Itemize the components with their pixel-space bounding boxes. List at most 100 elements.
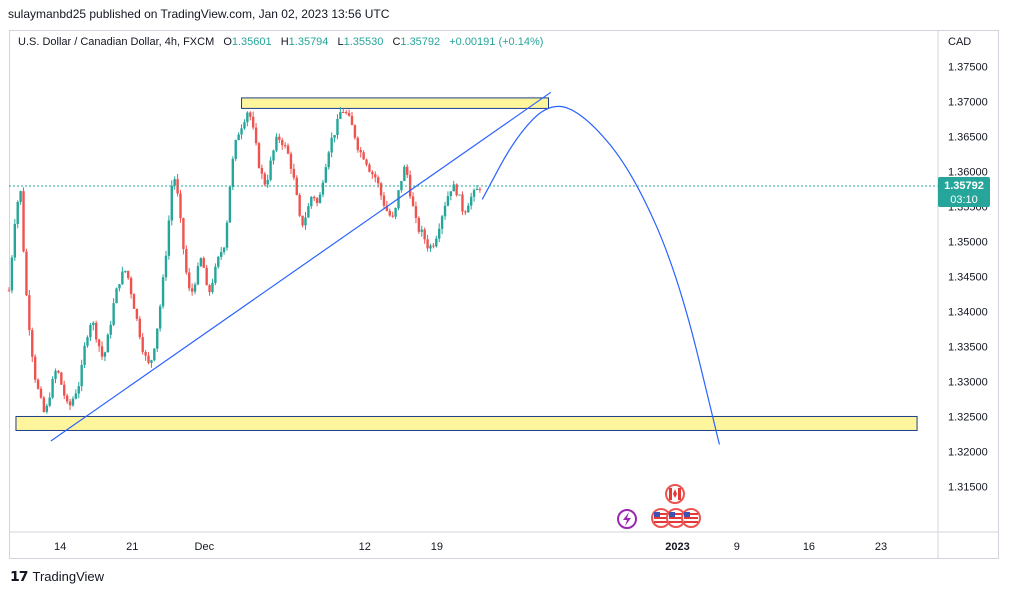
candle-body xyxy=(42,397,46,412)
legend-symbol: U.S. Dollar / Canadian Dollar, 4h, FXCM xyxy=(18,36,214,48)
time-tick-label: Dec xyxy=(195,541,215,553)
candle-body xyxy=(51,378,54,398)
candle-body xyxy=(28,295,31,331)
candle-body xyxy=(469,196,473,206)
price-tick-label: 1.37500 xyxy=(948,61,988,73)
candle-body xyxy=(68,401,72,406)
footer-logo[interactable]: 𝟭𝟳 TradingView xyxy=(10,568,104,585)
candle-body xyxy=(31,330,34,357)
price-tick-label: 1.33000 xyxy=(948,376,988,388)
candle-body xyxy=(138,318,142,338)
candle-body xyxy=(278,136,281,140)
candle-body xyxy=(362,152,365,160)
legend-close: 1.35792 xyxy=(400,36,440,48)
candle-body xyxy=(147,355,150,363)
candle-body xyxy=(234,140,237,159)
candle-body xyxy=(167,220,171,256)
candle-body xyxy=(344,112,348,114)
candle-body xyxy=(60,372,63,385)
candle-body xyxy=(164,255,168,278)
candle-body xyxy=(135,308,139,319)
candle-body xyxy=(379,183,383,196)
candle-body xyxy=(438,228,441,239)
candle-body xyxy=(33,356,37,380)
candle-body xyxy=(388,210,391,216)
candle-body xyxy=(243,122,246,129)
badge-countdown: 03:10 xyxy=(950,194,978,206)
candle-body xyxy=(249,112,252,117)
candle-body xyxy=(126,270,130,278)
candle-body xyxy=(353,125,357,138)
candle-body xyxy=(45,405,48,412)
candle-body xyxy=(406,166,409,175)
candle-body xyxy=(342,112,345,114)
candle-body xyxy=(173,179,176,186)
candle-body xyxy=(54,370,57,379)
candle-body xyxy=(266,179,269,185)
legend-high-label: H xyxy=(281,36,289,48)
candle-body xyxy=(333,135,336,138)
candle-body xyxy=(391,215,394,217)
candle-body xyxy=(106,334,110,353)
candle-body xyxy=(144,351,147,356)
support-zone xyxy=(15,415,918,431)
candle-body xyxy=(36,379,40,389)
tradingview-logo-icon: 𝟭𝟳 xyxy=(10,568,29,584)
candle-body xyxy=(170,185,173,221)
candle-body xyxy=(472,190,476,197)
canada-flag-icon[interactable] xyxy=(665,484,685,504)
candle-body xyxy=(39,388,43,398)
candle-body xyxy=(10,257,14,291)
candle-body xyxy=(153,348,156,361)
price-tick-label: 1.32500 xyxy=(948,411,988,423)
candle-body xyxy=(219,251,223,257)
candle-body xyxy=(452,184,455,192)
us-flag-icon[interactable] xyxy=(651,508,671,528)
candle-body xyxy=(257,143,261,168)
lightning-icon[interactable] xyxy=(617,509,637,529)
us-flag-icon[interactable] xyxy=(681,508,701,528)
legend-change: +0.00191 (+0.14%) xyxy=(449,36,543,48)
candle-body xyxy=(350,115,354,126)
candle-body xyxy=(199,258,203,267)
price-tick-label: 1.31500 xyxy=(948,481,988,493)
candle-body xyxy=(202,258,205,268)
candle-body xyxy=(275,136,278,151)
time-tick-label: 21 xyxy=(126,541,138,553)
candle-body xyxy=(347,112,351,116)
candle-body xyxy=(48,397,51,406)
candle-body xyxy=(83,345,86,365)
candle-body xyxy=(89,325,92,338)
candle-body xyxy=(100,346,104,357)
legend-low-label: L xyxy=(337,36,343,48)
candle-body xyxy=(417,217,421,232)
candle-body xyxy=(13,223,17,258)
chart-frame xyxy=(9,30,999,559)
candles xyxy=(7,106,482,414)
time-tick-label: 19 xyxy=(431,541,443,553)
time-tick-label: 9 xyxy=(734,541,740,553)
candle-body xyxy=(246,112,249,123)
candle-body xyxy=(190,288,194,292)
candle-body xyxy=(179,193,182,219)
candle-body xyxy=(19,191,22,202)
price-tick-label: 1.36000 xyxy=(948,166,988,178)
candle-body xyxy=(394,208,397,217)
price-badge: 1.35792 03:10 xyxy=(938,176,990,207)
candle-body xyxy=(251,116,255,128)
candle-body xyxy=(158,306,162,329)
candle-body xyxy=(327,152,330,168)
time-tick-label: 16 xyxy=(803,541,815,553)
events[interactable] xyxy=(617,484,701,529)
candle-body xyxy=(446,196,450,206)
candle-body xyxy=(7,290,11,292)
candle-body xyxy=(318,194,322,204)
candle-body xyxy=(324,167,328,183)
us-flag-icon[interactable] xyxy=(666,508,686,528)
candle-body xyxy=(478,188,482,190)
candle-body xyxy=(315,198,319,204)
candle-body xyxy=(382,195,386,206)
candle-body xyxy=(182,218,185,249)
candle-body xyxy=(298,194,301,216)
